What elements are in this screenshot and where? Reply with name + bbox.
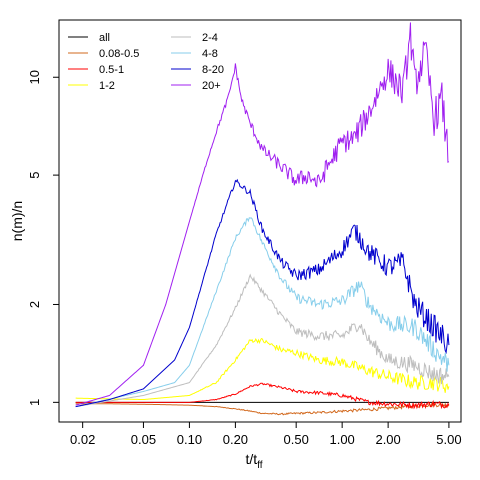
legend-label: 20+: [202, 80, 221, 92]
plot-frame: [58, 19, 462, 423]
legend-label: 0.08-0.5: [99, 48, 139, 60]
y-tick-label: 2: [27, 301, 42, 308]
series-line-1: [75, 401, 450, 416]
x-axis-title: t/tff: [245, 451, 262, 471]
y-tick-label: 5: [27, 171, 42, 178]
legend-label: 4-8: [202, 48, 218, 60]
x-tick-label: 0.02: [70, 432, 95, 447]
series-line-5: [75, 217, 450, 408]
x-tick-label: 1.00: [329, 432, 354, 447]
legend-label: 2-4: [202, 32, 218, 44]
legend-label: 1-2: [99, 80, 115, 92]
x-tick-label: 5.00: [436, 432, 461, 447]
y-tick-label: 1: [27, 399, 42, 406]
x-tick-label: 2.00: [375, 432, 400, 447]
y-tick-label: 10: [27, 70, 42, 84]
series-line-7: [75, 22, 450, 406]
series-layer: [75, 22, 450, 416]
legend-label: 8-20: [202, 64, 224, 76]
x-tick-label: 0.05: [131, 432, 156, 447]
legend-label: 0.5-1: [99, 64, 124, 76]
x-tick-label: 0.20: [223, 432, 248, 447]
y-axis-title: n(m)/n: [9, 201, 25, 241]
y-axis-ticks: 1 2 5 10: [27, 70, 59, 406]
x-axis-title-main: t/t: [245, 451, 257, 467]
x-tick-label: 0.50: [284, 432, 309, 447]
x-axis-title-subscript: ff: [257, 460, 263, 471]
legend-label: all: [99, 32, 110, 44]
legend: all 0.08-0.5 0.5-1 1-2 2-4 4-8 8-20 20+: [68, 32, 224, 92]
series-line-4: [75, 273, 450, 408]
series-line-6: [75, 178, 450, 408]
series-line-3: [75, 337, 450, 401]
x-axis-ticks: 0.02 0.05 0.10 0.20 0.50 1.00 2.00 5.00: [70, 422, 462, 447]
x-tick-label: 0.10: [177, 432, 202, 447]
series-line-2: [75, 382, 450, 410]
